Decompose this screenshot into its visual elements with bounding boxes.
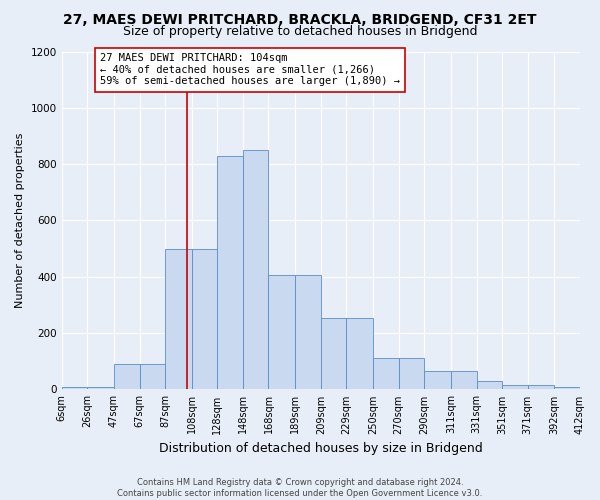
Bar [321,318,346,390]
Text: Size of property relative to detached houses in Bridgend: Size of property relative to detached ho… [123,25,477,38]
Bar [373,358,399,390]
Bar [424,371,451,390]
Text: Contains HM Land Registry data © Crown copyright and database right 2024.
Contai: Contains HM Land Registry data © Crown c… [118,478,482,498]
Bar [243,150,268,390]
Bar [114,364,140,390]
Bar [140,364,165,390]
Bar [451,371,476,390]
Bar [502,385,527,390]
Bar [268,276,295,390]
Bar [165,248,192,390]
Bar [527,385,554,390]
Bar [87,386,114,390]
Text: 27, MAES DEWI PRITCHARD, BRACKLA, BRIDGEND, CF31 2ET: 27, MAES DEWI PRITCHARD, BRACKLA, BRIDGE… [63,12,537,26]
Text: 27 MAES DEWI PRITCHARD: 104sqm
← 40% of detached houses are smaller (1,266)
59% : 27 MAES DEWI PRITCHARD: 104sqm ← 40% of … [100,53,400,86]
Y-axis label: Number of detached properties: Number of detached properties [15,133,25,308]
X-axis label: Distribution of detached houses by size in Bridgend: Distribution of detached houses by size … [159,442,483,455]
Bar [346,318,373,390]
Bar [217,156,243,390]
Bar [192,248,217,390]
Bar [554,386,580,390]
Bar [399,358,424,390]
Bar [295,276,321,390]
Bar [62,386,87,390]
Bar [476,381,502,390]
